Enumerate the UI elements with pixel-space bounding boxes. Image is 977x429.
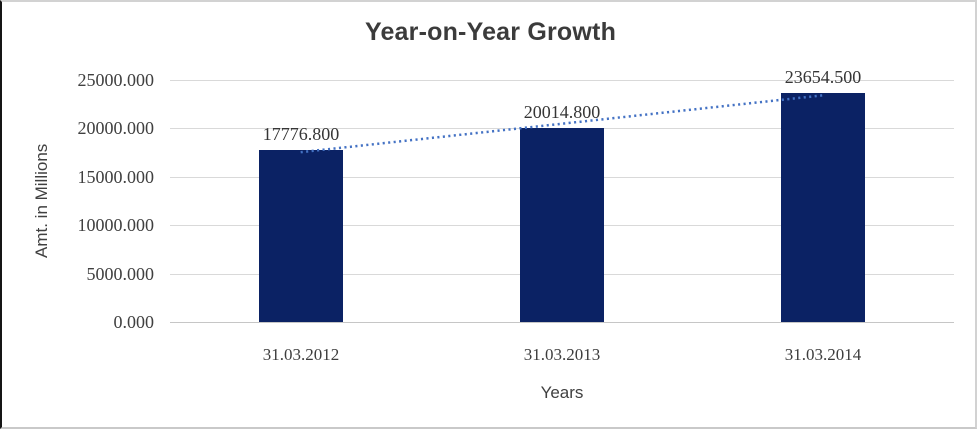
y-tick-label: 0.000	[113, 312, 155, 332]
x-axis-title: Years	[540, 383, 584, 402]
bar-value-label: 20014.800	[523, 102, 601, 122]
bar	[520, 128, 604, 322]
y-tick-label: 15000.000	[77, 167, 155, 187]
x-tick-label: 31.03.2013	[523, 345, 601, 364]
bar-value-label: 23654.500	[784, 67, 862, 87]
bar	[259, 150, 343, 322]
y-tick-label: 20000.000	[77, 118, 155, 138]
x-axis-line	[170, 322, 954, 323]
x-tick-label: 31.03.2014	[784, 345, 862, 364]
chart-title: Year-on-Year Growth	[364, 18, 617, 46]
y-tick-label: 5000.000	[86, 264, 155, 284]
gridline	[170, 80, 954, 81]
y-tick-label: 10000.000	[77, 215, 155, 235]
x-tick-label: 31.03.2012	[262, 345, 340, 364]
y-axis-title: Amt. in Millions	[32, 143, 51, 259]
bar-value-label: 17776.800	[262, 124, 340, 144]
y-tick-label: 25000.000	[77, 70, 155, 90]
bar	[781, 93, 865, 322]
